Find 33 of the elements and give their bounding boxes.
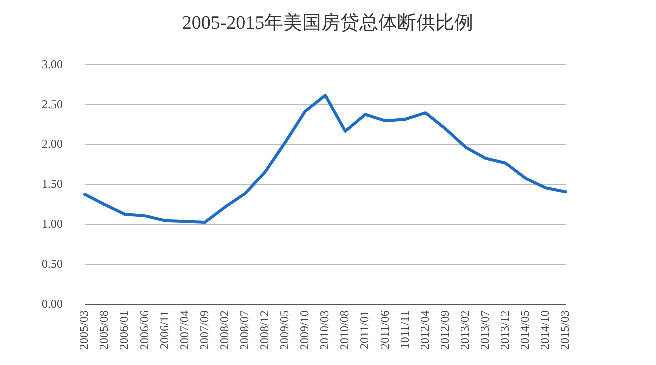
x-tick-label: 2008/12 (258, 310, 272, 350)
chart-title: 2005-2015年美国房贷总体断供比例 (181, 12, 475, 36)
x-tick-label: 2013/12 (498, 310, 512, 350)
x-tick-label: 2006/01 (117, 310, 132, 350)
x-tick-label: 2015/03 (558, 310, 572, 350)
x-tick-label: 2014/05 (518, 310, 532, 350)
x-tick-label: 2012/09 (438, 310, 452, 350)
x-tick-label: 2008/07 (237, 310, 252, 350)
x-tick-label: 2009/05 (278, 310, 292, 350)
x-tick-label: 2008/02 (217, 310, 232, 350)
x-tick-label: 2014/10 (538, 310, 552, 350)
y-tick-label: 3.00 (42, 57, 63, 72)
x-tick-label: 2006/06 (137, 310, 152, 350)
x-tick-label: 2013/02 (458, 310, 472, 350)
x-tick-label: 2012/04 (418, 310, 432, 350)
x-tick-label: 2006/11 (157, 310, 172, 350)
x-tick-label: 2005/08 (97, 310, 112, 350)
y-tick-label: 1.00 (42, 217, 63, 231)
y-tick-label: 2.00 (42, 137, 63, 152)
x-tick-label: 2010/08 (338, 310, 352, 350)
x-tick-label: 2011/06 (378, 310, 392, 350)
x-tick-label: 2013/07 (478, 310, 492, 350)
y-tick-label: 2.50 (42, 97, 63, 112)
x-tick-label: 2007/09 (197, 310, 212, 350)
x-tick-label: 1011/11 (398, 310, 412, 350)
y-tick-label: 0.00 (42, 296, 63, 311)
x-tick-label: 2007/04 (177, 310, 192, 350)
x-tick-label: 2005/03 (77, 310, 92, 350)
x-tick-label: 2011/01 (358, 310, 372, 350)
x-tick-label: 2010/03 (318, 310, 332, 350)
y-tick-label: 0.50 (42, 256, 63, 271)
x-tick-label: 2009/10 (298, 310, 312, 350)
y-tick-label: 1.50 (42, 177, 63, 192)
